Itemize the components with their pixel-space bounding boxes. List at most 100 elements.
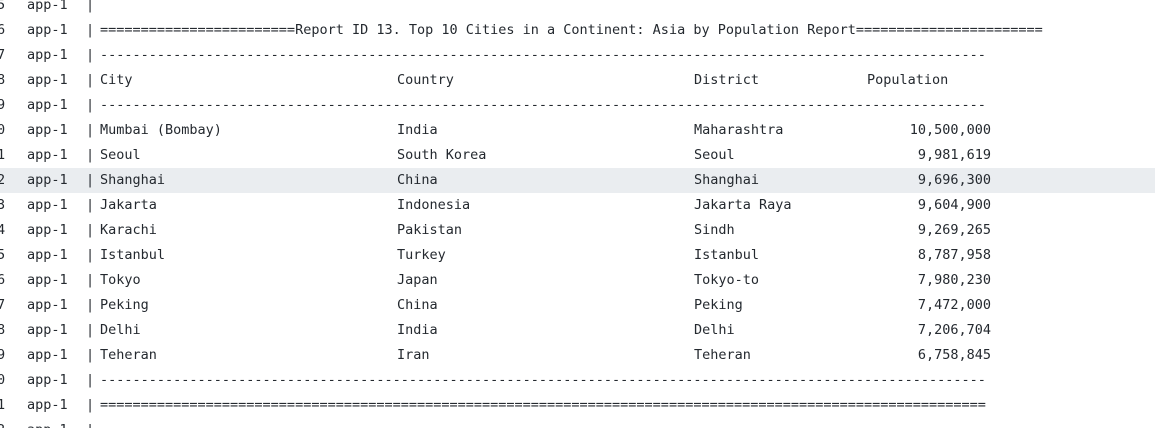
log-line: 6 app-1 | ========================Report ID… bbox=[0, 18, 1155, 43]
table-row: 7 app-1 | Peking China Peking 7,472,000 bbox=[0, 293, 1155, 318]
separator: | bbox=[86, 222, 95, 238]
service-name: app-1 bbox=[27, 122, 68, 138]
line-number: 1 bbox=[0, 397, 6, 413]
cell-country: Iran bbox=[397, 347, 430, 363]
line-number: 9 bbox=[0, 97, 6, 113]
cell-country: Japan bbox=[397, 272, 438, 288]
line-number: 3 bbox=[0, 197, 6, 213]
log-line: 7 app-1 | ---------------------------------… bbox=[0, 43, 1155, 68]
log-message: ========================================… bbox=[100, 397, 986, 413]
separator: | bbox=[86, 372, 95, 388]
service-name: app-1 bbox=[27, 322, 68, 338]
table-row: 0 app-1 | Mumbai (Bombay) India Maharashtra 10… bbox=[0, 118, 1155, 143]
service-name: app-1 bbox=[27, 297, 68, 313]
cell-country: China bbox=[397, 297, 438, 313]
service-name: app-1 bbox=[27, 418, 68, 428]
cell-population: 9,269,265 bbox=[917, 222, 991, 238]
line-number: 7 bbox=[0, 297, 6, 313]
header-cell-district: District bbox=[694, 72, 760, 88]
line-number: 7 bbox=[0, 47, 6, 63]
log-line: 1 app-1 | =================================… bbox=[0, 393, 1155, 418]
line-number: 1 bbox=[0, 147, 6, 163]
cell-city: Jakarta bbox=[100, 197, 157, 213]
separator: | bbox=[86, 197, 95, 213]
log-message: ----------------------------------------… bbox=[100, 47, 986, 63]
separator: | bbox=[86, 297, 95, 313]
line-number: 5 bbox=[0, 247, 6, 263]
line-number: 2 bbox=[0, 172, 6, 188]
service-name: app-1 bbox=[27, 372, 68, 388]
separator: | bbox=[86, 397, 95, 413]
service-name: app-1 bbox=[27, 347, 68, 363]
separator: | bbox=[86, 272, 95, 288]
header-cell-population: Population bbox=[867, 72, 949, 88]
separator: | bbox=[86, 322, 95, 338]
table-row: 1 app-1 | Seoul South Korea Seoul 9,981,619 bbox=[0, 143, 1155, 168]
separator: | bbox=[86, 0, 95, 13]
cell-district: Shanghai bbox=[694, 172, 760, 188]
service-name: app-1 bbox=[27, 147, 68, 163]
cell-population: 6,758,845 bbox=[917, 347, 991, 363]
service-name: app-1 bbox=[27, 247, 68, 263]
service-name: app-1 bbox=[27, 72, 68, 88]
cell-city: Seoul bbox=[100, 147, 141, 163]
log-line: 2 app-1 | bbox=[0, 418, 1155, 428]
cell-country: Indonesia bbox=[397, 197, 471, 213]
cell-city: Mumbai (Bombay) bbox=[100, 122, 222, 138]
cell-country: India bbox=[397, 322, 438, 338]
table-row: 3 app-1 | Jakarta Indonesia Jakarta Raya 9,604… bbox=[0, 193, 1155, 218]
cell-population: 7,980,230 bbox=[917, 272, 991, 288]
cell-city: Teheran bbox=[100, 347, 157, 363]
log-message: ----------------------------------------… bbox=[100, 372, 986, 388]
log-message: ----------------------------------------… bbox=[100, 97, 986, 113]
cell-district: Delhi bbox=[694, 322, 735, 338]
cell-city: Peking bbox=[100, 297, 149, 313]
line-number: 2 bbox=[0, 418, 9, 428]
service-name: app-1 bbox=[27, 197, 68, 213]
separator: | bbox=[86, 347, 95, 363]
cell-population: 7,472,000 bbox=[917, 297, 991, 313]
service-name: app-1 bbox=[27, 222, 68, 238]
line-number: 4 bbox=[0, 222, 6, 238]
cell-population: 9,981,619 bbox=[917, 147, 991, 163]
table-row: 4 app-1 | Karachi Pakistan Sindh 9,269,265 bbox=[0, 218, 1155, 243]
cell-population: 7,206,704 bbox=[917, 322, 991, 338]
separator: | bbox=[86, 97, 95, 113]
cell-country: South Korea bbox=[397, 147, 487, 163]
service-name: app-1 bbox=[27, 272, 68, 288]
separator: | bbox=[86, 72, 95, 88]
line-number: 0 bbox=[0, 372, 6, 388]
cell-city: Istanbul bbox=[100, 247, 166, 263]
line-number: 8 bbox=[0, 72, 6, 88]
cell-district: Istanbul bbox=[694, 247, 760, 263]
cell-country: Pakistan bbox=[397, 222, 463, 238]
service-name: app-1 bbox=[27, 47, 68, 63]
table-row: 6 app-1 | Tokyo Japan Tokyo-to 7,980,230 bbox=[0, 268, 1155, 293]
cell-population: 9,604,900 bbox=[917, 197, 991, 213]
header-cell-country: Country bbox=[397, 72, 454, 88]
separator: | bbox=[86, 147, 95, 163]
cell-country: China bbox=[397, 172, 438, 188]
service-name: app-1 bbox=[27, 172, 68, 188]
table-row: 9 app-1 | Teheran Iran Teheran 6,758,845 bbox=[0, 343, 1155, 368]
cell-city: Tokyo bbox=[100, 272, 141, 288]
table-header-line: 8 app-1 | City Country District Population bbox=[0, 68, 1155, 93]
service-name: app-1 bbox=[27, 97, 68, 113]
cell-district: Seoul bbox=[694, 147, 735, 163]
line-number: 6 bbox=[0, 272, 6, 288]
line-number: 0 bbox=[0, 122, 6, 138]
separator: | bbox=[86, 122, 95, 138]
cell-city: Shanghai bbox=[100, 172, 166, 188]
service-name: app-1 bbox=[27, 22, 68, 38]
cell-city: Karachi bbox=[100, 222, 157, 238]
cell-country: India bbox=[397, 122, 438, 138]
line-number: 8 bbox=[0, 322, 6, 338]
cell-district: Jakarta Raya bbox=[694, 197, 792, 213]
cell-population: 9,696,300 bbox=[917, 172, 991, 188]
table-row: 5 app-1 | Istanbul Turkey Istanbul 8,787,958 bbox=[0, 243, 1155, 268]
cell-population: 10,500,000 bbox=[909, 122, 991, 138]
service-name: app-1 bbox=[27, 397, 68, 413]
line-number: 9 bbox=[0, 347, 6, 363]
log-line: 9 app-1 | ---------------------------------… bbox=[0, 93, 1155, 118]
